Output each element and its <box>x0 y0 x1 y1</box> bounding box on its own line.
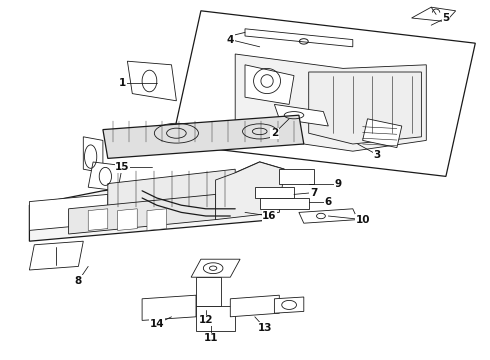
Polygon shape <box>118 209 137 230</box>
Text: 13: 13 <box>257 323 272 333</box>
Text: 14: 14 <box>149 319 164 329</box>
Polygon shape <box>29 194 108 230</box>
Polygon shape <box>88 162 122 191</box>
Polygon shape <box>255 187 294 198</box>
Text: 2: 2 <box>271 128 278 138</box>
Polygon shape <box>88 209 108 230</box>
Polygon shape <box>172 11 475 176</box>
Polygon shape <box>245 65 294 104</box>
Text: 7: 7 <box>310 188 318 198</box>
Text: 9: 9 <box>335 179 342 189</box>
Polygon shape <box>29 241 83 270</box>
Polygon shape <box>83 137 103 173</box>
Text: 6: 6 <box>325 197 332 207</box>
Polygon shape <box>147 209 167 230</box>
Polygon shape <box>157 191 230 216</box>
Polygon shape <box>103 115 304 158</box>
Polygon shape <box>196 277 220 306</box>
Polygon shape <box>299 209 358 223</box>
Text: 10: 10 <box>355 215 370 225</box>
Text: 1: 1 <box>119 78 126 88</box>
Polygon shape <box>274 104 328 126</box>
Text: 15: 15 <box>115 162 130 172</box>
Text: 11: 11 <box>203 333 218 343</box>
Text: 3: 3 <box>374 150 381 160</box>
Polygon shape <box>279 169 314 184</box>
Polygon shape <box>245 29 353 47</box>
Polygon shape <box>235 54 426 151</box>
Polygon shape <box>216 162 284 220</box>
Polygon shape <box>363 119 402 148</box>
Polygon shape <box>69 194 216 234</box>
Polygon shape <box>309 72 421 144</box>
Polygon shape <box>127 61 176 101</box>
Polygon shape <box>29 162 284 241</box>
Polygon shape <box>274 297 304 313</box>
Text: 16: 16 <box>262 211 277 221</box>
Polygon shape <box>260 198 309 209</box>
Text: 4: 4 <box>226 35 234 45</box>
Text: 5: 5 <box>442 13 449 23</box>
Polygon shape <box>142 295 196 320</box>
Text: 12: 12 <box>198 315 213 325</box>
Polygon shape <box>412 7 456 22</box>
Polygon shape <box>230 295 279 317</box>
Polygon shape <box>108 169 235 209</box>
Text: 8: 8 <box>75 276 82 286</box>
Polygon shape <box>191 259 240 277</box>
Polygon shape <box>196 306 235 331</box>
